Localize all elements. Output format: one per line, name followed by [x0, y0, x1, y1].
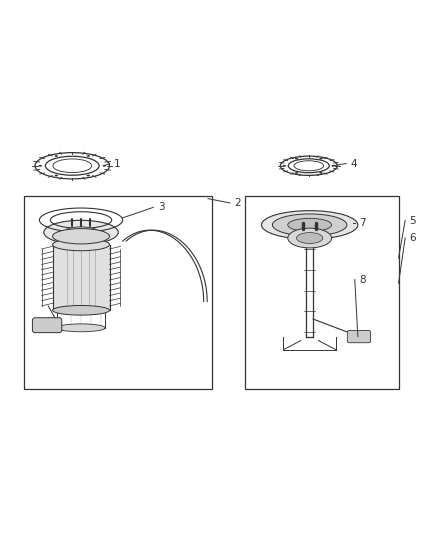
- Ellipse shape: [319, 172, 323, 174]
- Ellipse shape: [283, 165, 286, 167]
- Text: 1: 1: [114, 159, 120, 168]
- Ellipse shape: [53, 159, 92, 173]
- Ellipse shape: [44, 220, 118, 245]
- Ellipse shape: [54, 175, 58, 176]
- FancyBboxPatch shape: [347, 330, 371, 343]
- Ellipse shape: [57, 324, 105, 332]
- Ellipse shape: [87, 175, 90, 176]
- Ellipse shape: [294, 161, 324, 171]
- Ellipse shape: [297, 232, 323, 244]
- Text: 5: 5: [410, 215, 416, 225]
- Ellipse shape: [319, 158, 323, 159]
- Ellipse shape: [295, 172, 298, 174]
- Text: 2: 2: [234, 198, 241, 208]
- Ellipse shape: [64, 227, 99, 238]
- Text: 4: 4: [350, 159, 357, 168]
- Ellipse shape: [54, 155, 58, 157]
- Ellipse shape: [102, 165, 106, 167]
- Text: 7: 7: [359, 217, 366, 228]
- Ellipse shape: [332, 165, 335, 167]
- Ellipse shape: [288, 219, 332, 231]
- Ellipse shape: [288, 228, 332, 248]
- Text: 3: 3: [158, 203, 164, 212]
- Bar: [245, 197, 399, 389]
- Ellipse shape: [53, 305, 110, 315]
- Text: 6: 6: [410, 233, 416, 243]
- Ellipse shape: [53, 229, 110, 244]
- Text: 8: 8: [359, 274, 366, 285]
- FancyBboxPatch shape: [32, 318, 62, 333]
- Bar: [53, 245, 110, 310]
- Ellipse shape: [53, 238, 110, 251]
- Ellipse shape: [39, 165, 42, 167]
- Bar: [24, 197, 212, 389]
- Ellipse shape: [87, 155, 90, 157]
- Ellipse shape: [261, 211, 358, 239]
- Ellipse shape: [295, 158, 298, 159]
- Ellipse shape: [272, 214, 347, 236]
